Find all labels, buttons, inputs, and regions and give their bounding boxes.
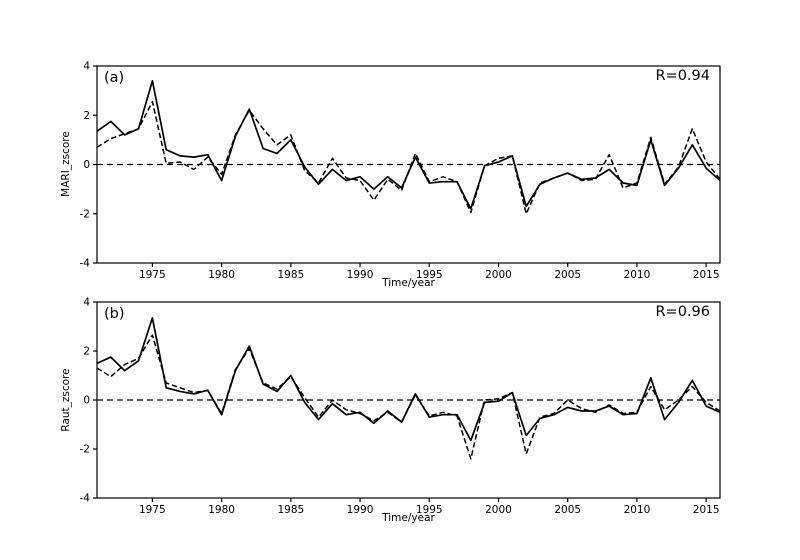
x-axis-tick-label: 2000 [485,504,512,516]
series-dashed-line [96,334,721,460]
x-axis-tick-label: 2010 [624,504,651,516]
x-axis-tick-label: 2015 [693,504,720,516]
x-axis-tick-label: 2010 [624,269,651,281]
y-axis-tick-label: -2 [80,208,90,220]
y-axis-tick-label: 2 [83,346,90,358]
y-axis-tick-label: -2 [80,444,90,456]
x-axis-tick-label: 1995 [416,504,443,516]
series-dashed-line [96,100,721,215]
x-axis-tick-label: 2000 [485,269,512,281]
y-axis-tick-label: 0 [83,395,90,407]
x-axis-tick-label: 1990 [347,504,374,516]
y-axis-tick-label: 2 [83,110,90,122]
x-axis-tick-label: 1990 [347,269,374,281]
y-axis-tick-label: 4 [83,61,90,73]
x-axis-tick-label: 1980 [208,504,235,516]
x-axis-tick-label: 2005 [554,269,581,281]
x-axis-tick-label: 2005 [554,504,581,516]
y-axis-tick-label: -4 [80,258,91,270]
x-axis-tick-label: 1980 [208,269,235,281]
x-axis-tick-label: 1975 [139,269,166,281]
x-axis-tick-label: 1985 [277,504,304,516]
y-axis-tick-label: 4 [83,297,90,309]
x-axis-tick-label: 1995 [416,269,443,281]
x-axis-tick-label: 1985 [277,269,304,281]
series-solid-line [96,317,721,442]
y-axis-tick-label: -4 [80,493,91,505]
x-axis-tick-label: 1975 [139,504,166,516]
x-axis-tick-label: 2015 [693,269,720,281]
y-axis-tick-label: 0 [83,159,90,171]
